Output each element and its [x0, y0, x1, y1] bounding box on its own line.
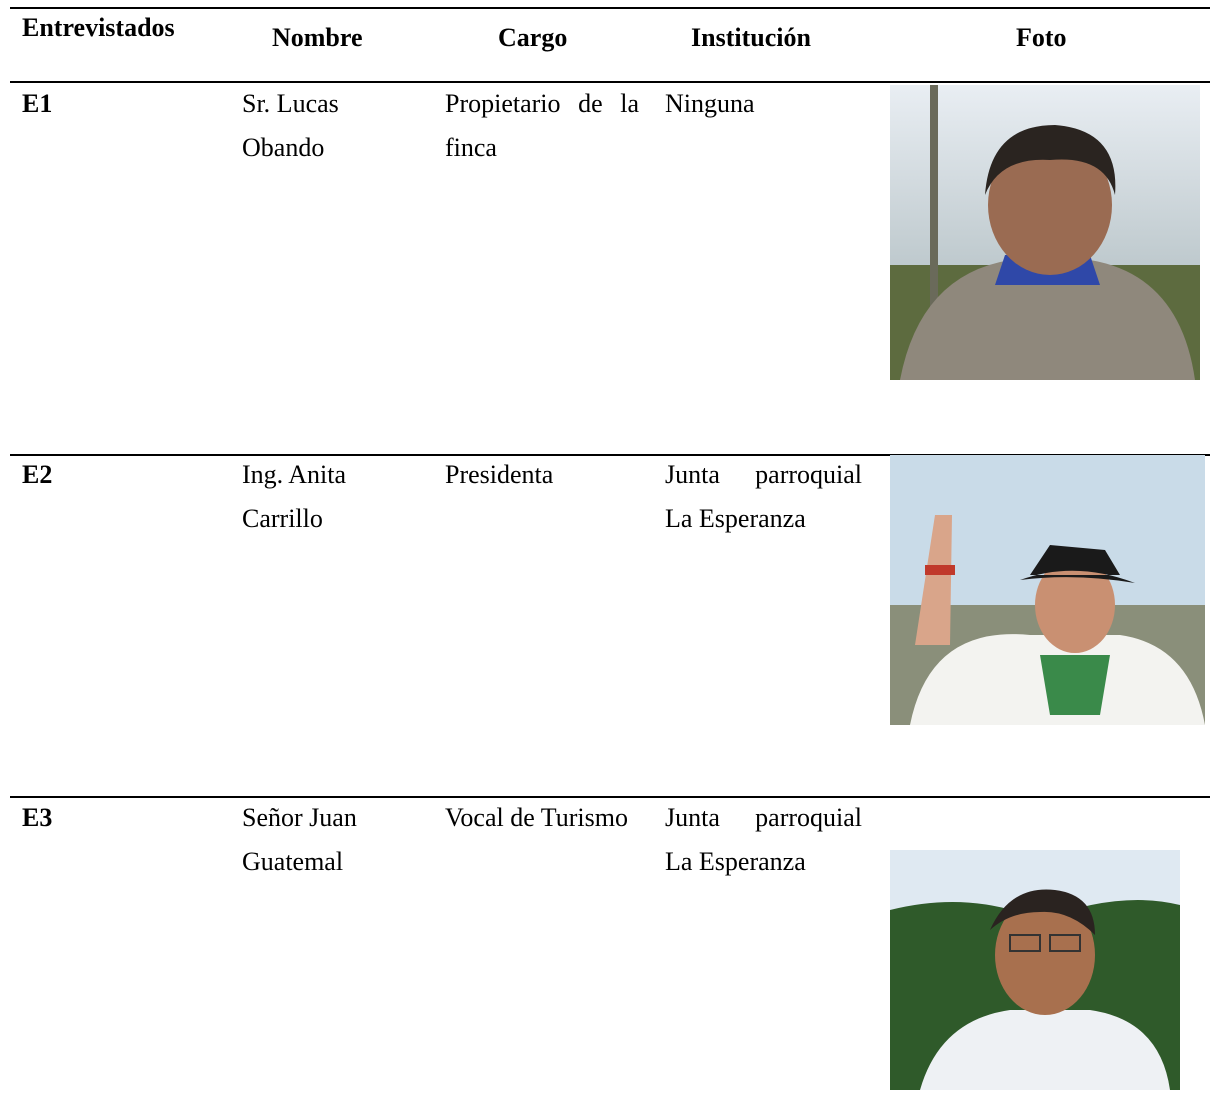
cell-id: E3: [22, 803, 53, 832]
rule: [10, 7, 1210, 9]
cell-id: E1: [22, 89, 53, 118]
header-cell: Foto: [1016, 23, 1067, 52]
cell-institucion: Ninguna: [665, 89, 755, 118]
cell-name: Ing. Anita Carrillo: [242, 460, 346, 533]
header-cell: Entrevistados: [22, 13, 175, 42]
cell-cargo: Presidenta: [445, 460, 554, 489]
rule: [10, 81, 1210, 83]
cell-cargo: Propietario de la finca: [445, 89, 639, 162]
rule: [10, 796, 1210, 798]
header-cell: Nombre: [272, 23, 363, 52]
cell-cargo: Vocal de Turismo: [445, 803, 628, 832]
cell-id: E2: [22, 460, 53, 489]
cell-name: Señor Juan Guatemal: [242, 803, 357, 876]
photo: [890, 850, 1180, 1090]
photo: [890, 455, 1205, 725]
cell-institucion: Junta parroquial La Esperanza: [665, 803, 862, 876]
rule: [10, 454, 1210, 456]
header-cell: Institución: [691, 23, 811, 52]
header-cell: Cargo: [498, 23, 568, 52]
cell-institucion: Junta parroquial La Esperanza: [665, 460, 862, 533]
photo: [890, 85, 1200, 380]
cell-name: Sr. Lucas Obando: [242, 89, 339, 162]
